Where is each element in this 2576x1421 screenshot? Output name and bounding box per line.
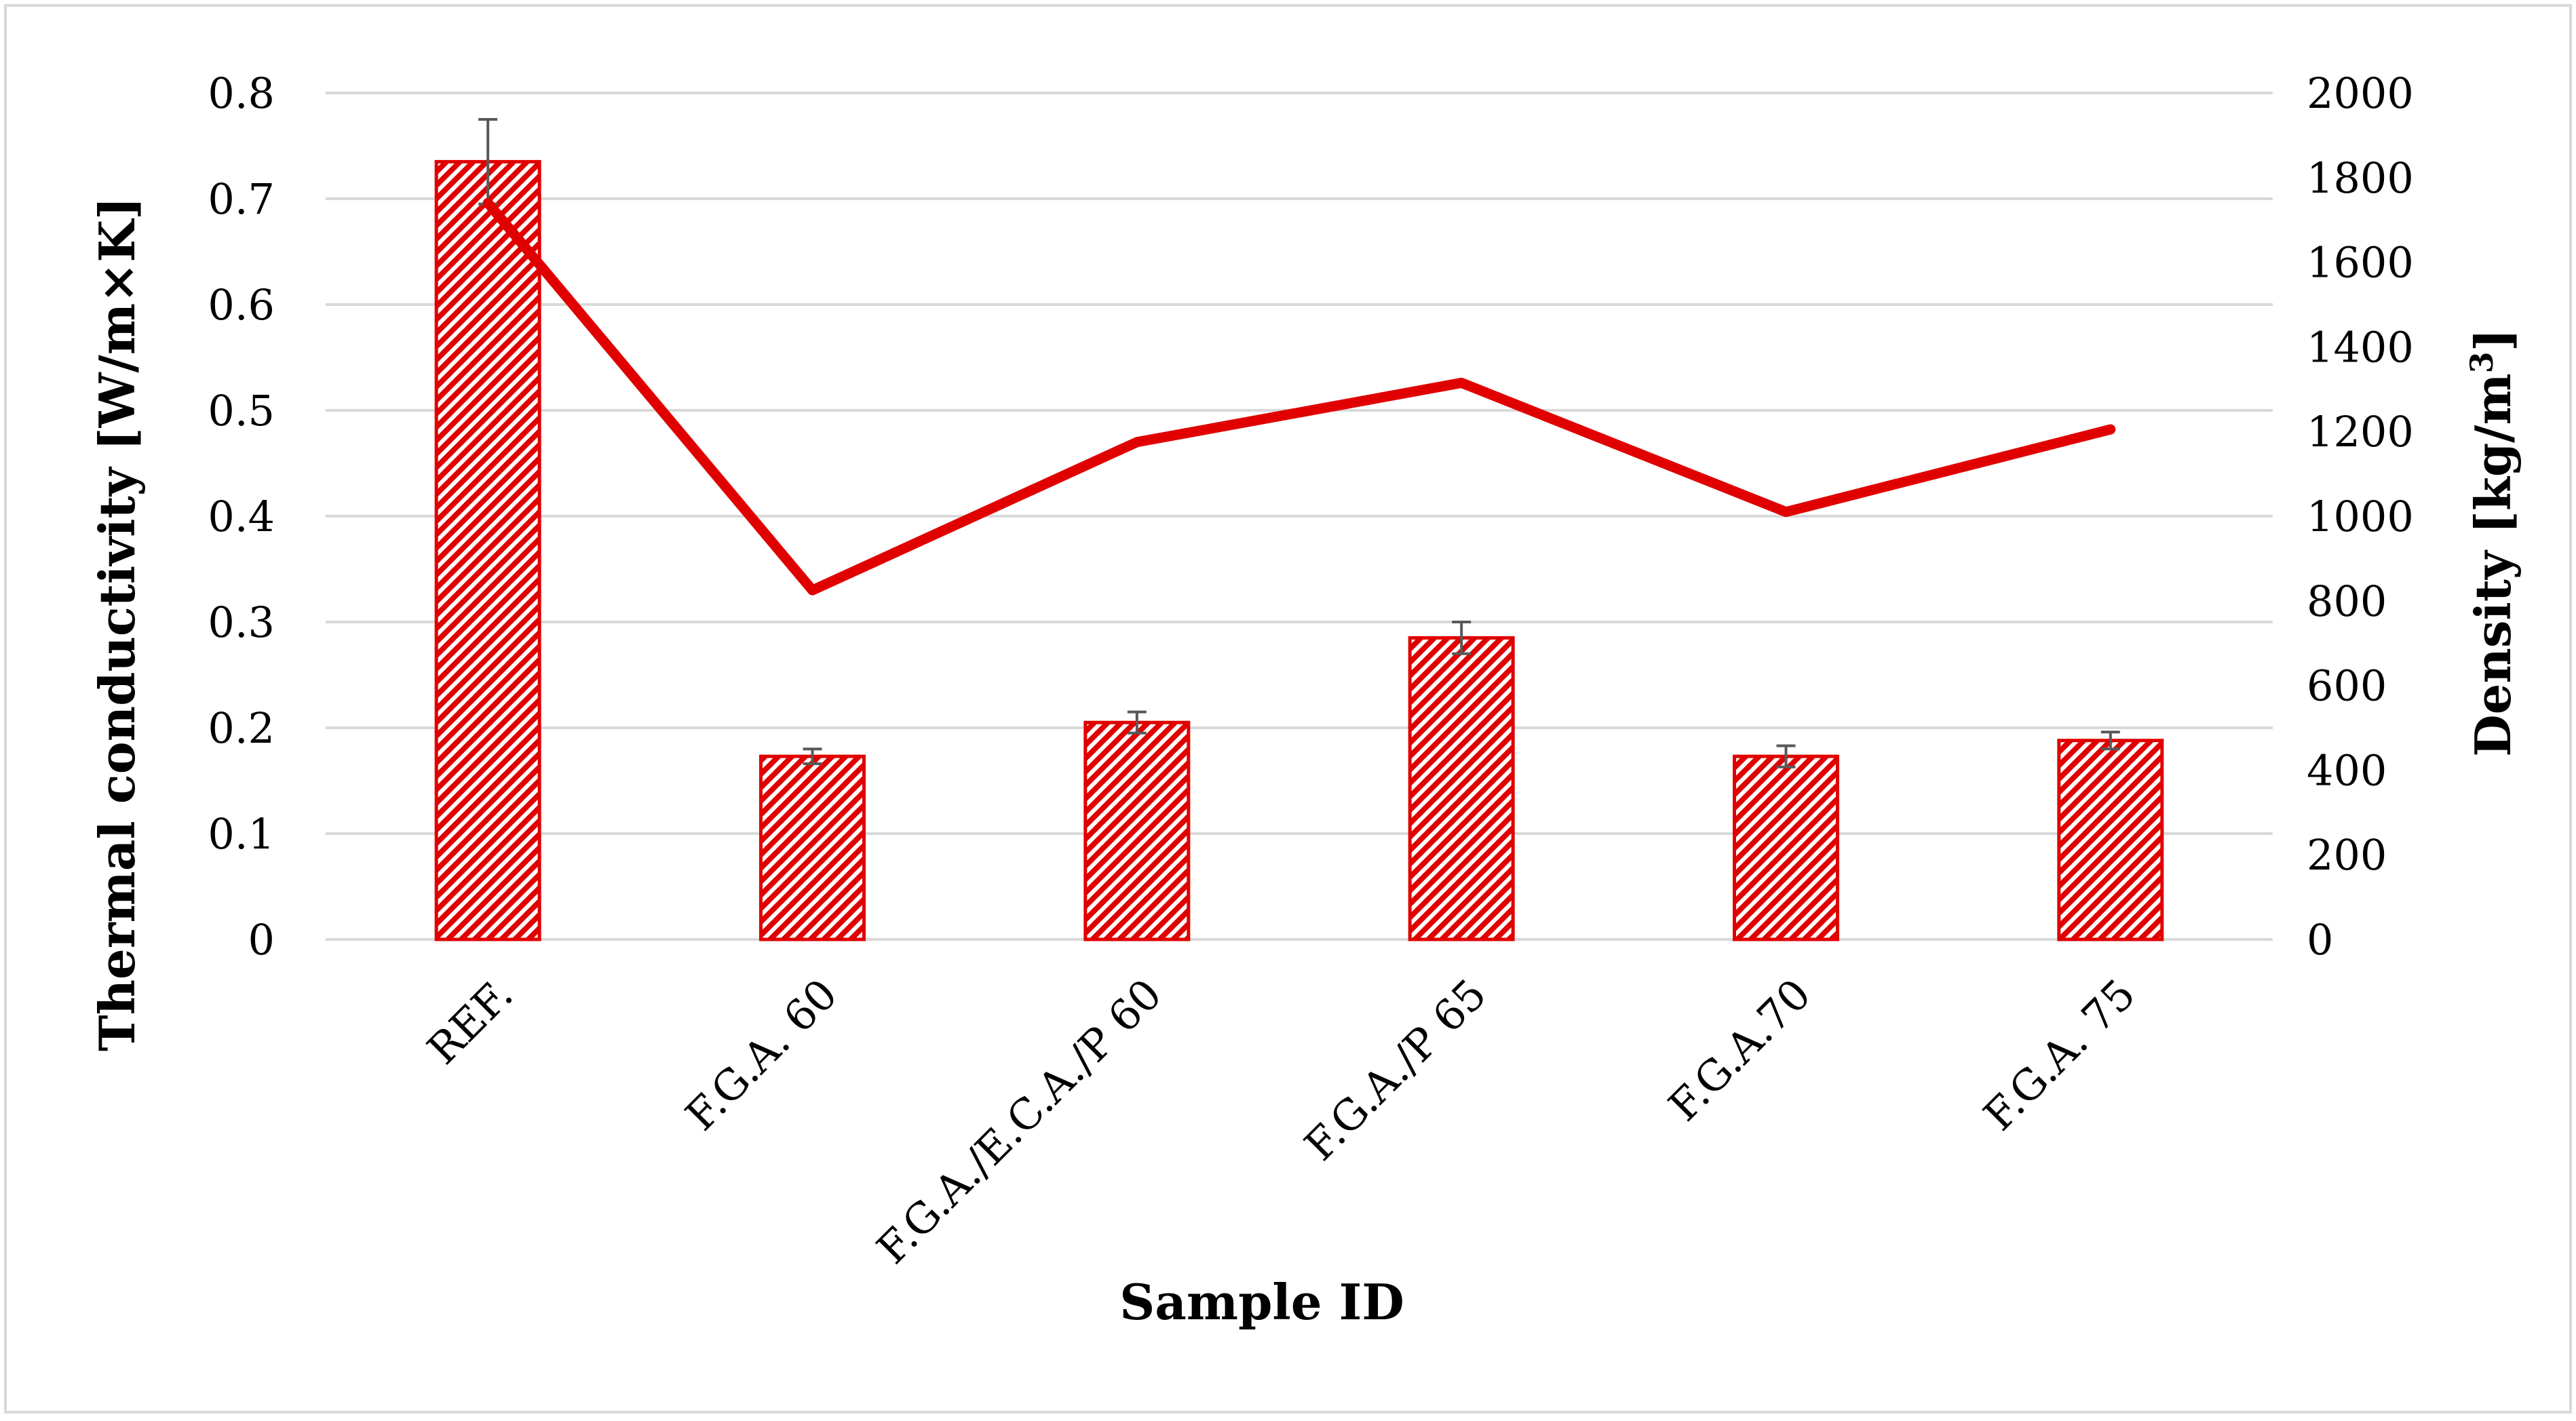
x-axis-title: Sample ID [1119, 1273, 1404, 1331]
bar-series [434, 159, 2164, 941]
y-tick-label: 0.3 [208, 598, 275, 647]
bar [2057, 739, 2164, 941]
y2-tick-label: 1800 [2307, 153, 2414, 203]
y-axis-title: Thermal conductivity [W/m×K] [88, 197, 146, 1051]
y2-tick-label: 1200 [2307, 407, 2414, 456]
bar [759, 754, 866, 941]
error-bar [803, 747, 822, 766]
bar [1733, 754, 1839, 941]
error-bar [2100, 731, 2120, 751]
chart-border [4, 4, 2572, 1414]
bar [1083, 720, 1191, 941]
y-tick-label: 0.4 [208, 492, 275, 541]
y2-tick-label: 2000 [2307, 69, 2414, 118]
line-point [1136, 441, 1138, 443]
y2-tick-label: 200 [2307, 830, 2387, 880]
y-tick-label: 0.5 [208, 386, 275, 435]
line-point [2109, 429, 2111, 431]
line-series [482, 197, 2116, 596]
y2-tick-label: 1400 [2307, 322, 2414, 372]
y-tick-label: 0 [248, 915, 275, 965]
y2-tick-label: 400 [2307, 745, 2387, 795]
error-bar [1127, 710, 1147, 735]
y2-tick-label: 1600 [2307, 238, 2414, 288]
y2-axis-title-main: Density [kg/m [2464, 373, 2522, 756]
y-tick-label: 0.1 [208, 809, 275, 859]
error-bar [1452, 621, 1472, 655]
line-point [811, 589, 813, 591]
y-tick-label: 0.7 [208, 174, 275, 224]
y-tick-label: 0.2 [208, 703, 275, 753]
y2-tick-label: 600 [2307, 661, 2387, 711]
y2-axis-title: Density [kg/m3] [2463, 328, 2522, 757]
error-bar [1776, 744, 1796, 768]
line-point [487, 202, 489, 204]
y-tick-label: 0.8 [208, 69, 275, 118]
y2-axis-title-superscript: 3 [2463, 351, 2500, 373]
density-line [482, 197, 2116, 596]
bar [1408, 636, 1515, 941]
y-tick-label: 0.6 [208, 280, 275, 330]
y2-tick-label: 0 [2307, 915, 2333, 965]
bar [434, 159, 541, 941]
y2-axis-title-end: ] [2464, 328, 2522, 351]
line-point [1785, 511, 1787, 513]
y2-tick-label: 1000 [2307, 492, 2414, 541]
tick-labels: 0 0.1 0.2 0.3 0.4 0.5 0.6 0.7 0.8 0 200 400 600 800 10… [208, 69, 2413, 965]
y2-tick-label: 800 [2307, 577, 2387, 626]
line-point [1461, 382, 1463, 384]
